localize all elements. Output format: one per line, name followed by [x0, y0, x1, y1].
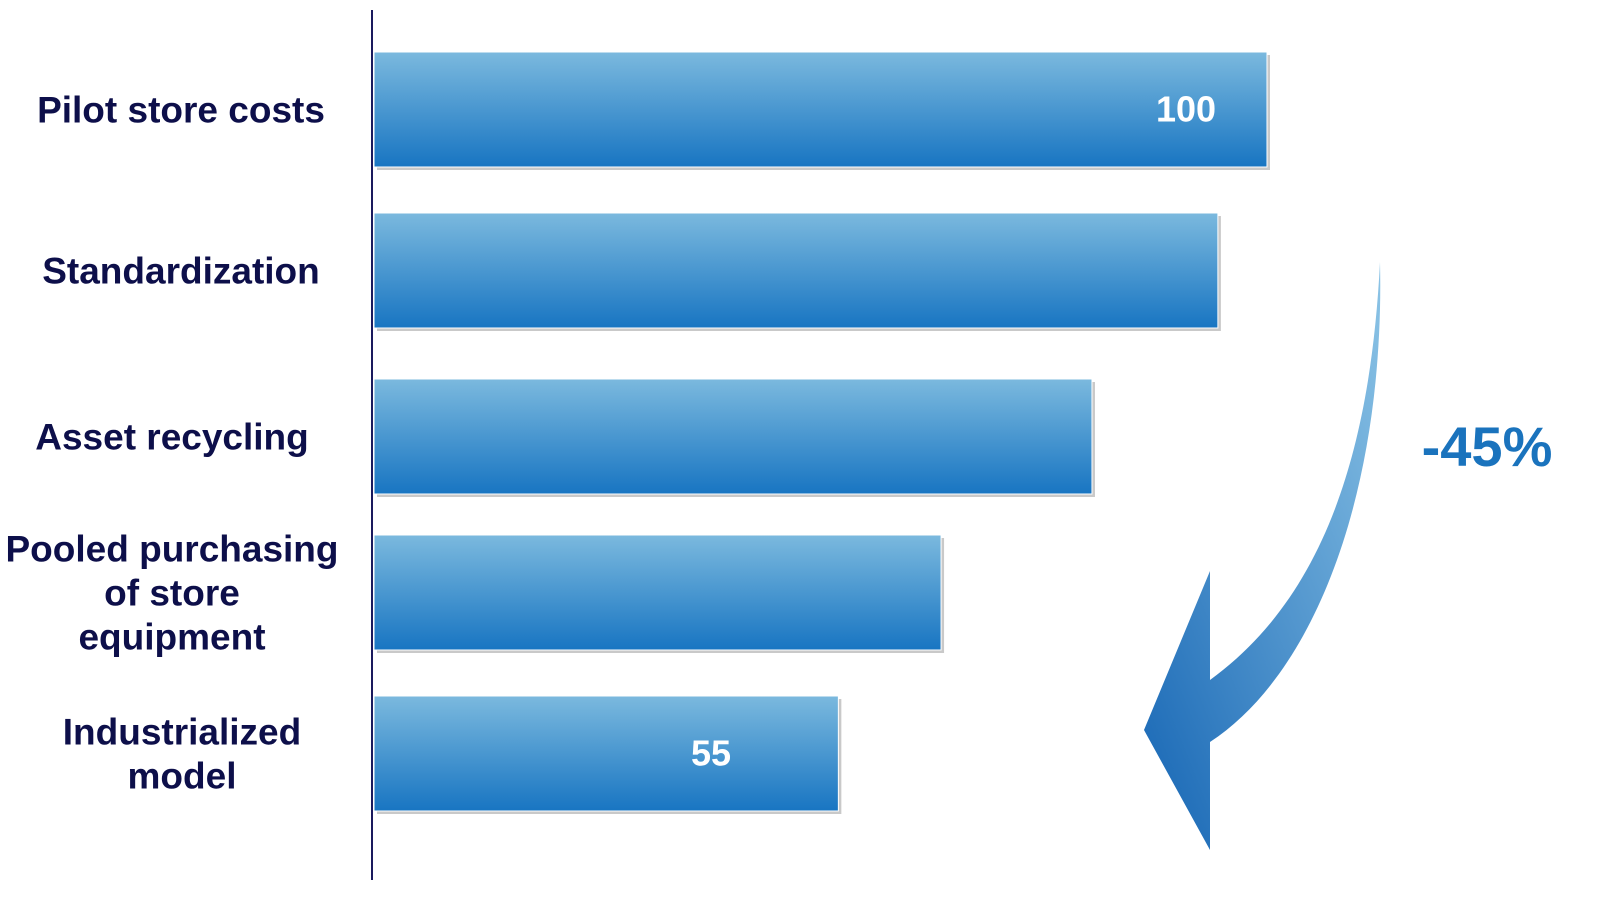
bar	[373, 378, 1093, 495]
category-label: Pooled purchasing of store equipment	[5, 529, 338, 658]
data-label: 100	[1156, 89, 1216, 130]
down-arrow-icon	[1144, 262, 1381, 850]
reduction-percentage-label: -45%	[1422, 415, 1553, 478]
bar	[373, 695, 839, 812]
bars	[373, 51, 1270, 814]
bar	[373, 534, 942, 651]
data-label: 55	[691, 733, 731, 774]
bar	[373, 51, 1268, 168]
category-labels: Pilot store costs Standardization Asset re…	[5, 90, 338, 797]
category-label: Pilot store costs	[37, 90, 325, 131]
category-label: Standardization	[42, 251, 320, 292]
data-labels: 100 55	[691, 89, 1216, 774]
bar	[373, 212, 1219, 329]
category-label: Industrialized model	[63, 712, 301, 797]
category-label: Asset recycling	[35, 417, 309, 458]
